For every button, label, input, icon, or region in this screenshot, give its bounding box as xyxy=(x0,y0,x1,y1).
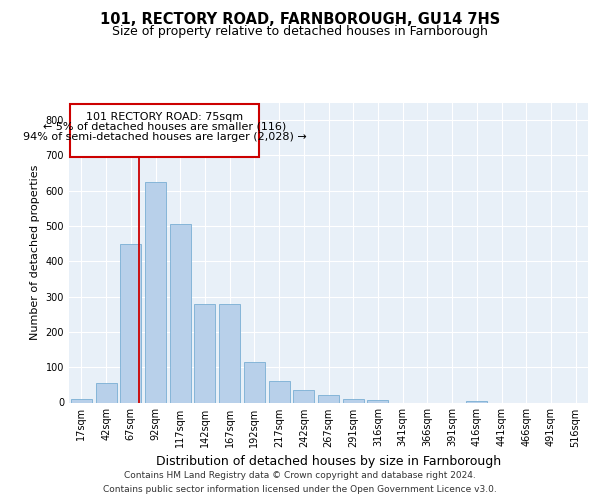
Bar xyxy=(367,400,388,402)
Bar xyxy=(269,382,290,402)
Text: Contains HM Land Registry data © Crown copyright and database right 2024.: Contains HM Land Registry data © Crown c… xyxy=(124,472,476,480)
Bar xyxy=(71,399,92,402)
Bar xyxy=(170,224,191,402)
X-axis label: Distribution of detached houses by size in Farnborough: Distribution of detached houses by size … xyxy=(156,455,501,468)
Bar xyxy=(120,244,141,402)
Y-axis label: Number of detached properties: Number of detached properties xyxy=(30,165,40,340)
Text: ← 5% of detached houses are smaller (116): ← 5% of detached houses are smaller (116… xyxy=(43,122,286,132)
Text: 101, RECTORY ROAD, FARNBOROUGH, GU14 7HS: 101, RECTORY ROAD, FARNBOROUGH, GU14 7HS xyxy=(100,12,500,28)
Bar xyxy=(318,394,339,402)
Bar xyxy=(95,383,116,402)
Bar xyxy=(219,304,240,402)
Text: Size of property relative to detached houses in Farnborough: Size of property relative to detached ho… xyxy=(112,25,488,38)
Bar xyxy=(343,399,364,402)
Bar xyxy=(145,182,166,402)
Text: 101 RECTORY ROAD: 75sqm: 101 RECTORY ROAD: 75sqm xyxy=(86,112,244,122)
FancyBboxPatch shape xyxy=(70,104,259,156)
Text: 94% of semi-detached houses are larger (2,028) →: 94% of semi-detached houses are larger (… xyxy=(23,132,307,142)
Text: Contains public sector information licensed under the Open Government Licence v3: Contains public sector information licen… xyxy=(103,486,497,494)
Bar xyxy=(244,362,265,403)
Bar xyxy=(194,304,215,402)
Bar xyxy=(293,390,314,402)
